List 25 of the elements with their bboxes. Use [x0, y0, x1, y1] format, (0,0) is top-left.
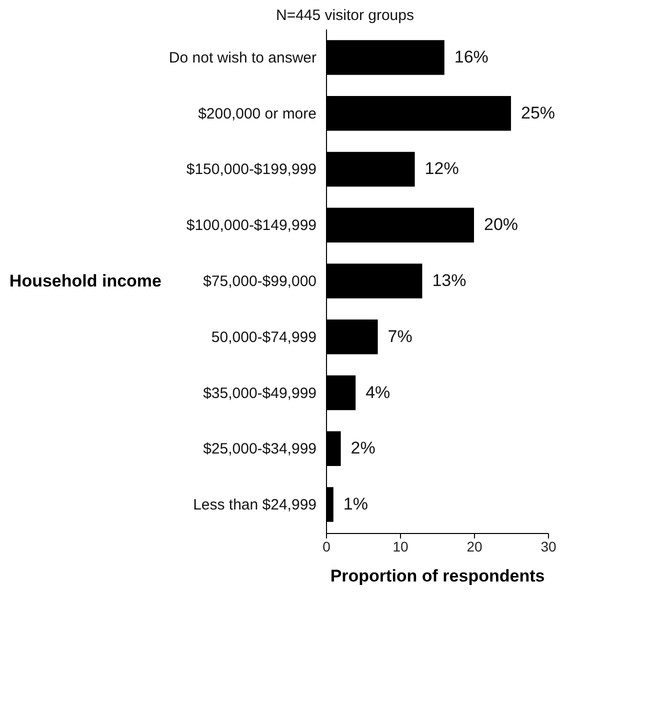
data-label: 12% [424, 159, 459, 178]
data-label: 16% [454, 47, 488, 66]
x-tick-label: 0 [322, 538, 331, 554]
data-label: 7% [388, 326, 412, 346]
y-tick-label: $100,000-$149,999 [186, 217, 316, 234]
y-tick-label: $200,000 or more [198, 105, 316, 122]
x-tick-label: 20 [466, 538, 482, 554]
y-tick-label: $35,000-$49,999 [203, 384, 316, 402]
data-label: 13% [432, 271, 466, 290]
y-tick-label: Do not wish to answer [168, 49, 316, 66]
x-axis-title: Proportion of respondents [330, 566, 545, 586]
x-tick-label: 10 [392, 538, 408, 554]
chart-title: N=445 visitor groups [276, 7, 414, 24]
y-tick-label: Less than $24,999 [193, 496, 316, 514]
data-label: 1% [343, 494, 368, 514]
y-axis-title: Household income [9, 272, 162, 290]
y-tick-label: 50,000-$74,999 [211, 328, 316, 346]
x-tick-label: 30 [540, 538, 556, 554]
data-label: 20% [484, 215, 518, 234]
data-label: 2% [350, 438, 376, 458]
y-tick-label: $25,000-$34,999 [203, 440, 316, 458]
y-tick-label: $150,000-$199,999 [186, 161, 316, 178]
data-label: 25% [521, 103, 556, 122]
y-tick-label: $75,000-$99,000 [203, 273, 316, 290]
data-label: 4% [366, 382, 390, 402]
